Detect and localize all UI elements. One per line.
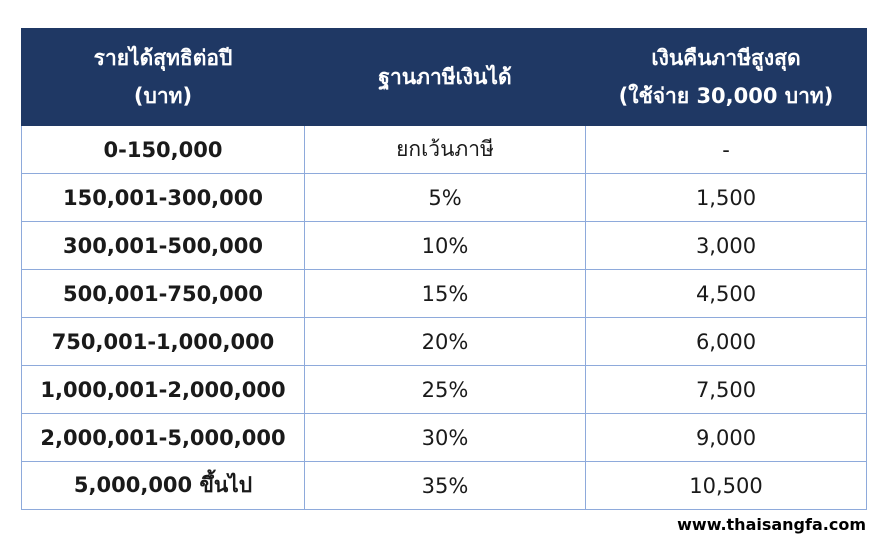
rate-cell: 30% xyxy=(304,413,586,462)
site-watermark: www.thaisangfa.com xyxy=(677,515,866,534)
rate-cell: 35% xyxy=(304,461,586,510)
refund-cell: 1,500 xyxy=(585,173,867,222)
income-cell: 300,001-500,000 xyxy=(21,221,305,270)
rate-cell: 25% xyxy=(304,365,586,414)
refund-cell: 6,000 xyxy=(585,317,867,366)
header-income-line1: รายได้สุทธิต่อปี xyxy=(93,46,233,70)
table-row: 300,001-500,000 10% 3,000 xyxy=(21,221,867,270)
tax-rate-table: รายได้สุทธิต่อปี (บาท) ฐานภาษีเงินได้ เง… xyxy=(21,28,867,510)
header-max-refund: เงินคืนภาษีสูงสุด (ใช้จ่าย 30,000 บาท) xyxy=(585,28,867,126)
header-income-line2: (บาท) xyxy=(133,84,193,108)
income-cell: 2,000,001-5,000,000 xyxy=(21,413,305,462)
header-tax-rate: ฐานภาษีเงินได้ xyxy=(304,28,586,126)
table-row: 1,000,001-2,000,000 25% 7,500 xyxy=(21,365,867,414)
income-cell: 150,001-300,000 xyxy=(21,173,305,222)
income-cell: 1,000,001-2,000,000 xyxy=(21,365,305,414)
header-max-refund-line2: (ใช้จ่าย 30,000 บาท) xyxy=(618,84,834,108)
rate-cell: ยกเว้นภาษี xyxy=(304,125,586,174)
table-row: 0-150,000 ยกเว้นภาษี - xyxy=(21,125,867,174)
rate-cell: 5% xyxy=(304,173,586,222)
header-income: รายได้สุทธิต่อปี (บาท) xyxy=(21,28,305,126)
refund-cell: 9,000 xyxy=(585,413,867,462)
header-tax-rate-line1: ฐานภาษีเงินได้ xyxy=(378,65,512,89)
income-cell: 750,001-1,000,000 xyxy=(21,317,305,366)
table-row: 2,000,001-5,000,000 30% 9,000 xyxy=(21,413,867,462)
header-max-refund-line1: เงินคืนภาษีสูงสุด xyxy=(651,46,801,70)
table-row: 500,001-750,000 15% 4,500 xyxy=(21,269,867,318)
income-cell: 500,001-750,000 xyxy=(21,269,305,318)
refund-cell: 10,500 xyxy=(585,461,867,510)
rate-cell: 15% xyxy=(304,269,586,318)
income-cell: 5,000,000 ขึ้นไป xyxy=(21,461,305,510)
table-row: 150,001-300,000 5% 1,500 xyxy=(21,173,867,222)
rate-cell: 20% xyxy=(304,317,586,366)
rate-cell: 10% xyxy=(304,221,586,270)
table-header-row: รายได้สุทธิต่อปี (บาท) ฐานภาษีเงินได้ เง… xyxy=(21,28,867,126)
refund-cell: 7,500 xyxy=(585,365,867,414)
refund-cell: 4,500 xyxy=(585,269,867,318)
table-row: 5,000,000 ขึ้นไป 35% 10,500 xyxy=(21,461,867,510)
refund-cell: - xyxy=(585,125,867,174)
refund-cell: 3,000 xyxy=(585,221,867,270)
income-cell: 0-150,000 xyxy=(21,125,305,174)
table-row: 750,001-1,000,000 20% 6,000 xyxy=(21,317,867,366)
